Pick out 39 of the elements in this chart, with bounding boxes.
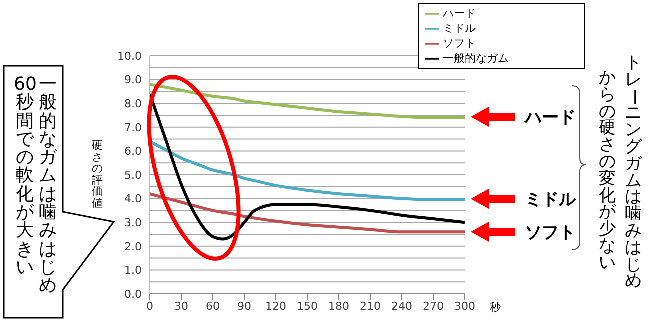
legend-label: ハード [443,7,476,20]
y-tick-label: 0.0 [124,288,142,301]
legend-label: ソフト [443,37,476,50]
text: ミドル [525,189,576,211]
line-series [150,83,465,120]
legend-label: 一般的なガム [443,52,509,65]
x-tick-label: 300 [454,300,476,313]
legend-label: ミドル [443,22,476,35]
text: 一般的なガムは噛みはじめ [39,74,57,296]
y-tick-label: 7.0 [124,121,142,134]
y-tick-label: 10.0 [118,50,142,63]
x-tick-label: 60 [206,300,220,313]
x-tick-label: 270 [423,300,444,313]
text: ハード [525,107,576,129]
line-series [150,140,465,202]
x-tick-label: 210 [360,300,381,313]
x-tick-label: 180 [328,300,350,313]
y-axis-title: 硬さの評価値 [91,139,104,210]
line-series [150,192,465,234]
y-tick-label: 9.0 [124,74,142,87]
text: 60秒間での軟化が大きい [14,74,37,278]
x-tick-label: 240 [392,300,412,313]
x-axis-title: 秒 [490,300,501,315]
x-tick-label: 0 [146,300,154,313]
y-tick-label: 8.0 [124,98,142,111]
text: ソフト [525,222,576,244]
x-tick-label: 120 [266,300,286,313]
y-tick-label: 6.0 [124,145,142,158]
line-series [150,92,465,241]
x-tick-label: 30 [174,300,188,313]
y-tick-label: 3.0 [124,216,142,230]
text: からの硬さの変化が少ない [599,68,616,273]
y-tick-label: 4.0 [124,192,142,206]
text: トレーニングガムは噛みはじめ [624,53,644,292]
y-tick-label: 1.0 [124,264,142,278]
x-tick-label: 90 [238,300,252,313]
x-tick-label: 150 [297,300,318,313]
y-tick-label: 5.0 [124,168,142,182]
y-tick-label: 2.0 [124,240,142,254]
